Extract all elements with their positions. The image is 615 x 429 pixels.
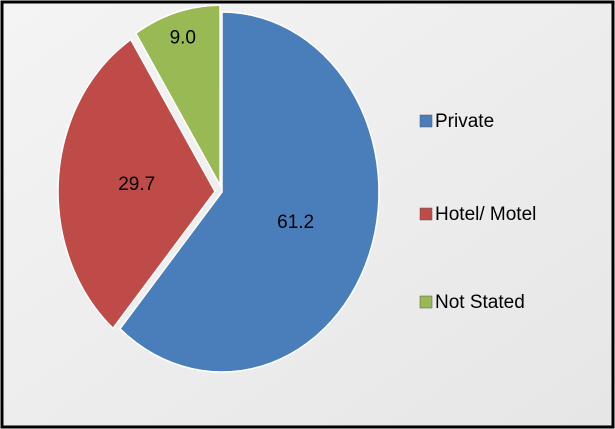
data-label: 9.0 <box>170 27 196 48</box>
pie-slice <box>118 11 380 373</box>
data-label: 61.2 <box>277 212 314 233</box>
legend-label: Private <box>435 111 494 132</box>
legend-label: Not Stated <box>435 292 525 313</box>
legend-swatch <box>419 207 433 221</box>
legend-label: Hotel/ Motel <box>435 204 536 225</box>
data-label: 29.7 <box>118 174 155 195</box>
legend-swatch <box>419 295 433 309</box>
legend-swatch <box>419 114 433 128</box>
pie-slice <box>134 4 221 189</box>
pie-slice <box>57 38 216 330</box>
